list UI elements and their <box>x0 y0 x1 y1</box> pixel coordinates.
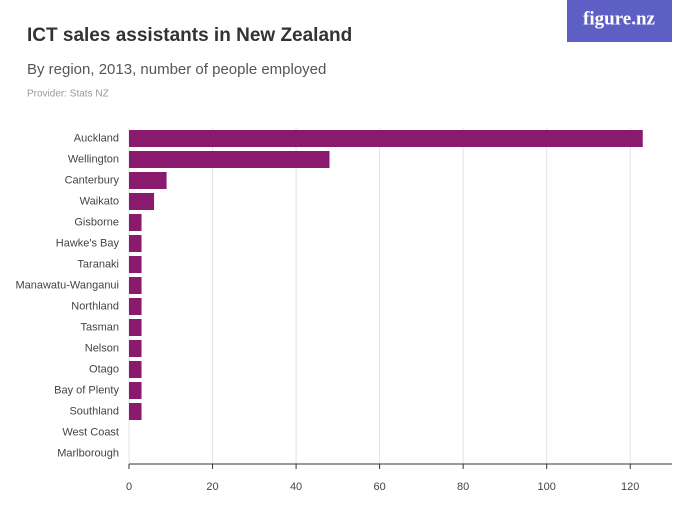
y-tick-label: Taranaki <box>77 258 119 270</box>
y-tick-label: Tasman <box>80 321 119 333</box>
y-tick-label: West Coast <box>62 426 119 438</box>
y-tick-label: Gisborne <box>74 216 119 228</box>
y-tick-label: Hawke's Bay <box>56 237 120 249</box>
bar <box>129 130 643 147</box>
logo: figure.nz <box>583 8 656 29</box>
bar <box>129 340 142 357</box>
bar <box>129 319 142 336</box>
y-tick-label: Nelson <box>85 342 119 354</box>
bar <box>129 256 142 273</box>
x-tick-label: 80 <box>457 481 469 493</box>
bar <box>129 172 167 189</box>
chart-subtitle: By region, 2013, number of people employ… <box>27 61 326 78</box>
x-tick-label: 20 <box>206 481 218 493</box>
x-tick-label: 100 <box>538 481 556 493</box>
y-tick-label: Marlborough <box>57 447 119 459</box>
y-tick-label: Northland <box>71 300 119 312</box>
bar <box>129 193 155 210</box>
y-tick-label: Auckland <box>74 132 119 144</box>
bar <box>129 361 142 378</box>
y-tick-label: Otago <box>89 363 119 375</box>
y-tick-label: Waikato <box>80 195 119 207</box>
y-tick-label: Southland <box>69 405 119 417</box>
bar <box>129 277 142 294</box>
y-tick-label: Manawatu-Wanganui <box>15 279 119 291</box>
bar <box>129 298 142 315</box>
bar <box>129 214 142 231</box>
bar <box>129 382 142 399</box>
x-tick-label: 0 <box>126 481 132 493</box>
provider: Provider: Stats NZ <box>27 89 109 100</box>
logo-box <box>567 0 672 42</box>
y-tick-label: Wellington <box>68 153 119 165</box>
x-tick-label: 40 <box>290 481 302 493</box>
bar <box>129 235 142 252</box>
bar <box>129 151 330 168</box>
x-tick-label: 120 <box>621 481 639 493</box>
y-tick-label: Canterbury <box>65 174 120 186</box>
bar <box>129 403 142 420</box>
y-tick-label: Bay of Plenty <box>54 384 119 396</box>
x-tick-label: 60 <box>373 481 385 493</box>
chart-title: ICT sales assistants in New Zealand <box>27 25 352 46</box>
